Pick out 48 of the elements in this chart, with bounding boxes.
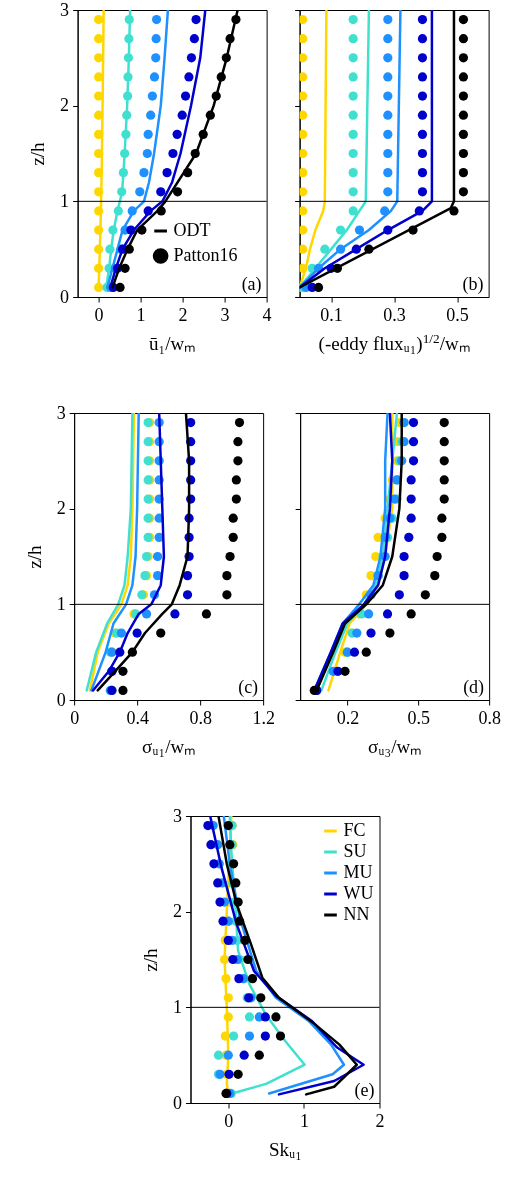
x-tick-label: 3 <box>220 304 230 325</box>
legend-label: FC <box>343 820 366 840</box>
legend-label: SU <box>343 841 367 861</box>
x-tick-label: 1 <box>299 1110 309 1131</box>
x-tick-label: 0.8 <box>478 707 501 728</box>
y-tick-label: 2 <box>60 95 70 116</box>
y-tick-label: 2 <box>173 901 182 922</box>
x-tick-label: 0.1 <box>320 304 343 325</box>
annotation: (e) <box>354 1080 375 1101</box>
y-tick-label: 1 <box>173 996 182 1017</box>
y-axis-title: z/h <box>140 947 161 972</box>
x-axis-title: (-eddy fluxᵤ₁)$^{1/2}$/wₘ <box>318 330 471 355</box>
legend-label: WU <box>343 883 374 903</box>
x-axis-title: σᵤ₁/wₘ <box>142 735 197 757</box>
x-tick-label: 0 <box>224 1110 234 1131</box>
y-tick-label: 0 <box>173 1092 182 1113</box>
x-tick-label: 2 <box>375 1110 385 1131</box>
y-tick-label: 3 <box>56 402 66 423</box>
y-axis-title: z/h <box>27 141 49 166</box>
x-axis-title: Skᵤ₁ <box>269 1138 302 1160</box>
x-tick-label: 0.5 <box>407 707 430 728</box>
x-tick-label: 0.5 <box>446 304 469 325</box>
x-tick-label: 0.8 <box>189 707 212 728</box>
x-axis-title: ū₁/wₘ <box>149 332 197 354</box>
x-tick-label: 0.4 <box>126 707 149 728</box>
legend-label: ODT <box>173 220 211 240</box>
y-tick-label: 2 <box>56 498 66 519</box>
y-tick-label: 0 <box>56 689 66 710</box>
x-tick-label: 0 <box>94 304 104 325</box>
annotation: (b) <box>462 274 484 295</box>
x-tick-label: 1 <box>136 304 146 325</box>
annotation: (d) <box>463 677 485 698</box>
y-tick-label: 3 <box>60 0 70 20</box>
legend-label: MU <box>343 862 373 882</box>
x-tick-label: 4 <box>262 304 272 325</box>
y-tick-label: 0 <box>60 286 70 307</box>
x-tick-label: 0.2 <box>336 707 360 728</box>
y-tick-label: 1 <box>60 190 70 211</box>
x-tick-label: 1.2 <box>252 707 275 728</box>
annotation: (c) <box>238 677 259 698</box>
legend-label: NN <box>343 904 370 924</box>
y-tick-label: 1 <box>56 593 66 614</box>
x-tick-label: 0.3 <box>383 304 406 325</box>
x-axis-title: σᵤ₃/wₘ <box>368 735 423 757</box>
y-tick-label: 3 <box>173 805 182 826</box>
legend-label: Patton16 <box>173 245 238 265</box>
annotation: (a) <box>241 274 262 295</box>
y-axis-title: z/h <box>23 544 45 569</box>
